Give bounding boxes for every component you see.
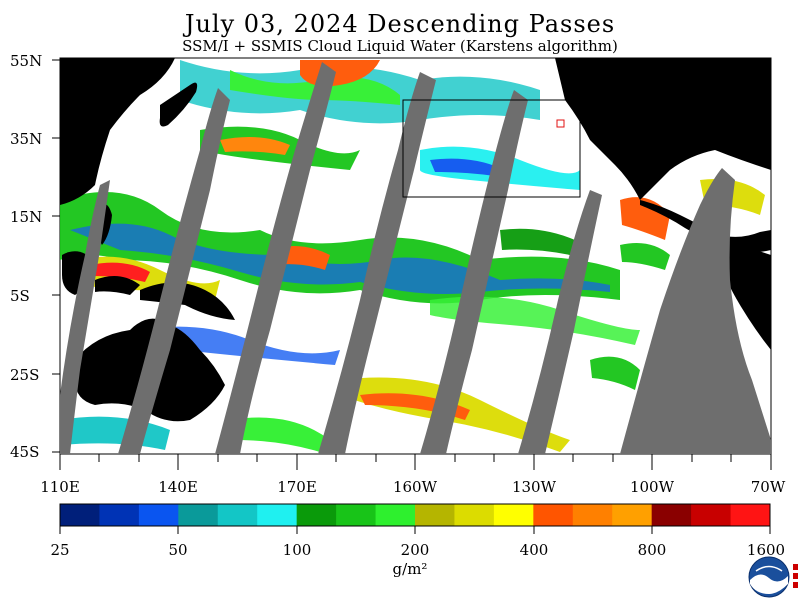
lat-label: 55N bbox=[10, 52, 43, 70]
colorbar-ticks bbox=[59, 526, 771, 534]
indonesia-landmass bbox=[95, 276, 140, 295]
colorbar bbox=[59, 503, 771, 527]
lat-ticks bbox=[52, 59, 60, 453]
colorbar-label: 1600 bbox=[746, 541, 786, 559]
swath-gap-7 bbox=[620, 168, 771, 454]
colorbar-swatch bbox=[533, 504, 574, 526]
colorbar-swatch bbox=[138, 504, 179, 526]
colorbar-swatch bbox=[99, 504, 140, 526]
swath-gap-4 bbox=[318, 72, 436, 454]
colorbar-swatch bbox=[217, 504, 258, 526]
lat-label: 25S bbox=[10, 366, 40, 384]
map-title: July 03, 2024 Descending Passes bbox=[184, 10, 616, 38]
colorbar-swatch bbox=[651, 504, 692, 526]
lon-label: 140E bbox=[158, 478, 198, 496]
colorbar-swatch bbox=[375, 504, 416, 526]
inset-region-box bbox=[402, 99, 581, 198]
colorbar-swatch bbox=[296, 504, 337, 526]
lat-label: 5S bbox=[10, 287, 30, 305]
colorbar-label: 200 bbox=[400, 541, 430, 559]
colorbar-swatch bbox=[178, 504, 219, 526]
colorbar-swatch bbox=[493, 504, 534, 526]
swath-gap-3 bbox=[215, 62, 336, 454]
colorbar-label: 800 bbox=[637, 541, 667, 559]
lat-label: 15N bbox=[10, 208, 43, 226]
lat-label: 35N bbox=[10, 130, 43, 148]
location-marker bbox=[556, 119, 565, 128]
colorbar-label: 400 bbox=[519, 541, 549, 559]
lon-ticks bbox=[59, 454, 772, 470]
lat-label: 45S bbox=[10, 443, 40, 461]
lon-label: 110E bbox=[40, 478, 80, 496]
swath-gap-2 bbox=[118, 88, 230, 454]
colorbar-label: 25 bbox=[50, 541, 70, 559]
colorbar-label: 50 bbox=[168, 541, 188, 559]
south-america-landmass bbox=[720, 248, 771, 350]
swath-gap-1 bbox=[60, 180, 110, 454]
central-america-landmass bbox=[640, 200, 771, 253]
colorbar-unit: g/m² bbox=[392, 560, 428, 578]
colorbar-swatch bbox=[730, 504, 771, 526]
psl-mark bbox=[793, 564, 798, 588]
colorbar-swatch bbox=[336, 504, 377, 526]
colorbar-swatch bbox=[415, 504, 455, 526]
lon-label: 160W bbox=[392, 478, 438, 496]
north-america-landmass bbox=[555, 58, 771, 200]
lon-label: 170E bbox=[277, 478, 317, 496]
colorbar-label: 100 bbox=[282, 541, 312, 559]
swath-gap-5 bbox=[420, 90, 528, 454]
colorbar-swatch bbox=[454, 504, 495, 526]
lon-label: 100W bbox=[629, 478, 675, 496]
colorbar-swatch bbox=[60, 504, 100, 526]
asia-landmass bbox=[60, 58, 175, 205]
lon-label: 130W bbox=[511, 478, 557, 496]
colorbar-swatch bbox=[257, 504, 298, 526]
swath-gap-6 bbox=[518, 190, 602, 454]
swath-gaps bbox=[60, 62, 771, 454]
colorbar-swatch bbox=[572, 504, 613, 526]
noaa-logo-icon bbox=[748, 556, 790, 598]
colorbar-swatch bbox=[612, 504, 653, 526]
colorbar-swatch bbox=[691, 504, 732, 526]
japan-landmass bbox=[159, 82, 198, 127]
lon-label: 70W bbox=[750, 478, 786, 496]
map-subtitle: SSM/I + SSMIS Cloud Liquid Water (Karste… bbox=[182, 37, 618, 55]
